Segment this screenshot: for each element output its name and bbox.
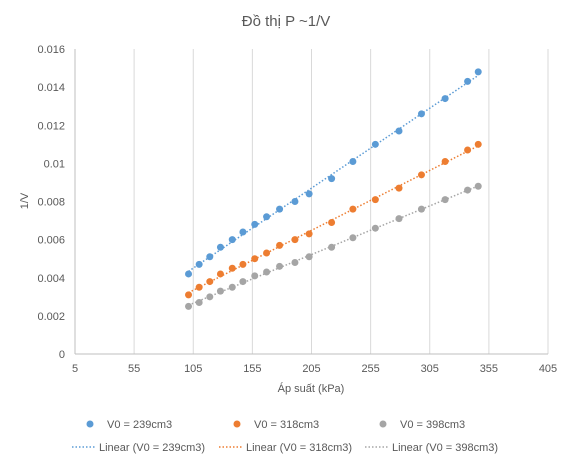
data-point-series-1 bbox=[474, 68, 482, 76]
data-point-series-3 bbox=[291, 259, 299, 266]
data-point-series-3 bbox=[474, 182, 482, 190]
x-tick-label: 255 bbox=[361, 363, 379, 375]
data-point-series-2 bbox=[474, 140, 482, 148]
x-tick-label: 55 bbox=[128, 363, 140, 375]
data-point-series-2 bbox=[441, 157, 449, 165]
trendline-series-1 bbox=[188, 74, 479, 272]
data-point-series-2 bbox=[251, 255, 259, 263]
data-point-series-2 bbox=[328, 218, 336, 226]
legend-marker-series-3 bbox=[379, 420, 387, 428]
y-tick-label: 0 bbox=[59, 349, 65, 361]
axes: 5 55 105 155 205 255 305 355 40500.0020.0040.006… bbox=[37, 44, 557, 375]
data-point-series-2 bbox=[291, 236, 299, 244]
data-point-series-1 bbox=[206, 253, 214, 261]
y-tick-label: 0.006 bbox=[37, 235, 65, 247]
data-point-series-1 bbox=[305, 190, 313, 198]
data-point-series-2 bbox=[371, 196, 379, 204]
data-point-series-3 bbox=[464, 186, 472, 194]
data-point-series-3 bbox=[206, 293, 214, 301]
x-tick-label: 305 bbox=[421, 363, 439, 375]
data-point-series-1 bbox=[441, 95, 449, 103]
data-point-series-3 bbox=[395, 215, 403, 223]
y-tick-label: 0.014 bbox=[37, 82, 65, 94]
data-point-series-1 bbox=[349, 157, 357, 165]
data-point-series-3 bbox=[263, 268, 271, 276]
trendlines bbox=[188, 74, 479, 306]
data-point-series-1 bbox=[251, 220, 259, 228]
data-point-series-1 bbox=[395, 127, 403, 135]
data-point-series-1 bbox=[464, 77, 472, 85]
data-point-series-2 bbox=[263, 249, 271, 257]
data-point-series-1 bbox=[216, 243, 224, 251]
data-point-series-1 bbox=[276, 205, 284, 213]
data-point-series-3 bbox=[239, 278, 247, 286]
data-point-series-2 bbox=[228, 264, 236, 272]
y-tick-label: 0.012 bbox=[37, 120, 65, 132]
legend-trend-label-series-1: Linear (V0 = 239cm3) bbox=[99, 442, 205, 454]
data-point-series-1 bbox=[291, 198, 299, 205]
data-point-series-3 bbox=[251, 272, 259, 280]
data-point-series-2 bbox=[239, 260, 247, 268]
data-point-series-1 bbox=[417, 110, 425, 118]
data-point-series-2 bbox=[417, 171, 425, 179]
y-tick-label: 0.002 bbox=[37, 311, 65, 323]
legend-marker-series-2 bbox=[233, 420, 241, 428]
data-point-series-2 bbox=[195, 283, 203, 291]
trendline-series-2 bbox=[188, 145, 479, 294]
chart-title: Đồ thị P ~1/V bbox=[242, 13, 331, 30]
data-points bbox=[185, 68, 482, 310]
data-point-series-3 bbox=[276, 262, 284, 270]
y-axis-label: 1/V bbox=[19, 192, 31, 209]
legend-trend-label-series-2: Linear (V0 = 318cm3) bbox=[246, 442, 352, 454]
data-point-series-2 bbox=[216, 270, 224, 278]
legend-label-series-3: V0 = 398cm3 bbox=[400, 419, 465, 431]
data-point-series-1 bbox=[228, 236, 236, 244]
data-point-series-3 bbox=[228, 283, 236, 291]
data-point-series-3 bbox=[216, 287, 224, 295]
data-point-series-1 bbox=[195, 260, 203, 268]
data-point-series-1 bbox=[185, 270, 193, 278]
x-tick-label: 5 bbox=[72, 363, 78, 375]
data-point-series-2 bbox=[206, 278, 214, 286]
x-tick-label: 205 bbox=[302, 363, 320, 375]
legend-label-series-1: V0 = 239cm3 bbox=[107, 419, 172, 431]
data-point-series-3 bbox=[441, 196, 449, 204]
data-point-series-3 bbox=[349, 234, 357, 242]
y-tick-label: 0.016 bbox=[37, 44, 65, 56]
legend-marker-series-1 bbox=[86, 420, 94, 428]
legend-label-series-2: V0 = 318cm3 bbox=[254, 419, 319, 431]
data-point-series-2 bbox=[464, 146, 472, 154]
data-point-series-2 bbox=[395, 184, 403, 192]
legend-trend-label-series-3: Linear (V0 = 398cm3) bbox=[392, 442, 498, 454]
data-point-series-3 bbox=[417, 205, 425, 213]
data-point-series-3 bbox=[328, 243, 336, 251]
data-point-series-1 bbox=[239, 228, 247, 236]
x-axis-label: Áp suất (kPa) bbox=[278, 382, 345, 395]
data-point-series-1 bbox=[328, 175, 336, 183]
data-point-series-2 bbox=[305, 230, 313, 238]
x-tick-label: 155 bbox=[243, 363, 261, 375]
x-tick-label: 105 bbox=[184, 363, 202, 375]
data-point-series-2 bbox=[276, 241, 284, 249]
grid-lines bbox=[133, 49, 549, 354]
data-point-series-1 bbox=[263, 213, 271, 221]
data-point-series-1 bbox=[371, 140, 379, 148]
data-point-series-2 bbox=[185, 291, 193, 299]
legend: V0 = 239cm3 Linear (V0 = 239cm3) V0 = 318c… bbox=[72, 419, 498, 454]
data-point-series-3 bbox=[371, 224, 379, 232]
data-point-series-3 bbox=[195, 299, 203, 307]
y-tick-label: 0.008 bbox=[37, 197, 65, 209]
y-tick-label: 0.01 bbox=[44, 158, 65, 170]
x-tick-label: 355 bbox=[480, 363, 498, 375]
data-point-series-3 bbox=[185, 302, 193, 310]
y-tick-label: 0.004 bbox=[37, 273, 65, 285]
x-tick-label: 405 bbox=[539, 363, 557, 375]
data-point-series-2 bbox=[349, 205, 357, 213]
data-point-series-3 bbox=[305, 253, 313, 261]
